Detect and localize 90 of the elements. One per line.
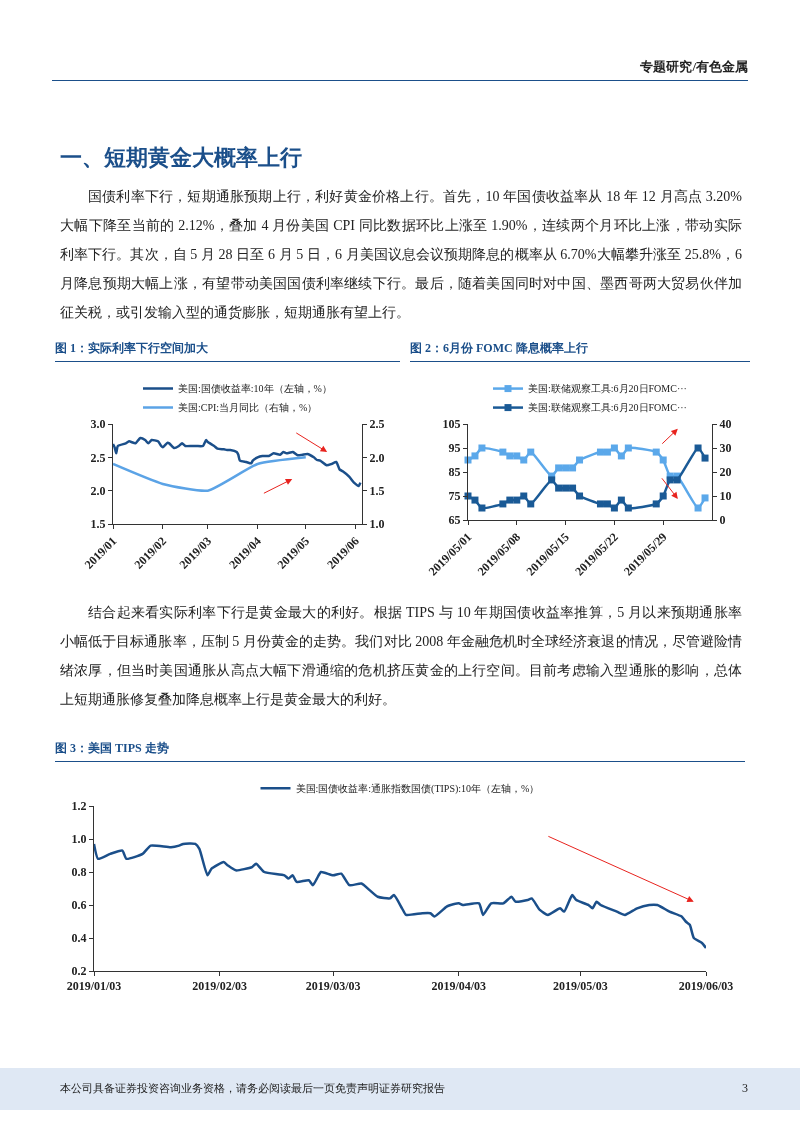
point — [527, 448, 535, 456]
point — [603, 500, 611, 508]
point — [610, 504, 618, 512]
point — [610, 444, 618, 452]
legend-label: 美国:CPI:当月同比（右轴，%） — [178, 402, 318, 414]
point — [562, 484, 570, 492]
line-series — [113, 456, 308, 493]
y2-tick-label: 2.0 — [369, 450, 385, 465]
x-tick-label: 2019/05/03 — [553, 979, 608, 994]
text: 结合起来看实际利率下行是黄金最大的利好。根据 TIPS 与 10 年期国债收益率推算，5 月以来预期通胀率小幅低于目标通胀率，压制 5 月份黄金的走势。我们对比 2008 年金融危机时全球经济衰退的情况，尽管避险情绪浓厚，但当时美国通胀从高点大幅下滑通缩的危机挤压黄金的上行空间。目前考虑输入型通胀的影响，总体上短期通胀修复叠加降息概率上行是黄金最大的利好。 — [60, 604, 742, 709]
x-tick-label: 2019/03/03 — [305, 979, 361, 994]
x-tick-label: 2019/01/03 — [66, 979, 122, 994]
text: 专题研究/有色金属 — [640, 58, 748, 76]
x-tick-label: 2019/04/03 — [431, 979, 487, 994]
chart-title: 图 1：实际利率下行空间加大 — [55, 340, 400, 362]
legend-label: 美国:国债收益率:10年（左轴，%） — [178, 383, 332, 395]
point — [673, 476, 681, 484]
point — [603, 448, 611, 456]
point — [652, 500, 660, 508]
point — [527, 500, 535, 508]
point — [520, 456, 528, 464]
y-tick-label: 2.5 — [90, 450, 106, 465]
point — [471, 496, 479, 504]
y2-tick-label: 1.5 — [369, 483, 385, 498]
point — [506, 452, 514, 460]
point — [596, 500, 604, 508]
point — [555, 464, 563, 472]
y-tick-label: 1.0 — [71, 832, 87, 847]
point — [555, 484, 563, 492]
point — [596, 448, 604, 456]
point — [617, 496, 625, 504]
point — [471, 452, 479, 460]
point — [520, 492, 528, 500]
point — [666, 476, 674, 484]
point — [617, 452, 625, 460]
point — [694, 504, 702, 512]
point — [506, 496, 514, 504]
y-tick-label: 2.0 — [90, 483, 106, 498]
point — [624, 444, 632, 452]
y-tick-label: 105 — [442, 417, 461, 432]
point — [478, 504, 486, 512]
point — [513, 496, 521, 504]
point — [576, 456, 584, 464]
chart-title: 图 2：6月份 FOMC 降息概率上行 — [410, 340, 750, 362]
line-series — [94, 842, 706, 950]
point — [562, 464, 570, 472]
text: 3 — [742, 1081, 748, 1096]
point — [659, 456, 667, 464]
point — [694, 444, 702, 452]
y-tick-label: 0.2 — [71, 964, 87, 979]
y-tick-label: 65 — [448, 513, 461, 528]
point — [569, 464, 577, 472]
y-tick-label: 0.8 — [71, 865, 87, 880]
point — [576, 492, 584, 500]
point — [624, 504, 632, 512]
point — [652, 448, 660, 456]
chart-title: 图 3：美国 TIPS 走势 — [55, 740, 745, 762]
legend-label: 美国:联储观察工具:6月20日FOMC··· — [528, 383, 687, 395]
y-tick-label: 1.5 — [90, 517, 106, 532]
y2-tick-label: 20 — [719, 465, 732, 480]
point — [701, 494, 709, 502]
y2-tick-label: 40 — [719, 417, 732, 432]
y-tick-label: 3.0 — [90, 417, 106, 432]
y-tick-label: 95 — [448, 441, 461, 456]
text: 本公司具备证券投资咨询业务资格，请务必阅读最后一页免责声明证券研究报告 — [60, 1081, 445, 1096]
y-tick-label: 0.4 — [71, 931, 87, 946]
line-series — [113, 436, 362, 488]
point — [569, 484, 577, 492]
y2-tick-label: 10 — [719, 489, 732, 504]
legend-label: 美国:国债收益率:通胀指数国债(TIPS):10年（左轴，%） — [295, 783, 540, 796]
y2-tick-label: 1.0 — [369, 517, 385, 532]
point — [499, 448, 507, 456]
point — [513, 452, 521, 460]
y2-tick-label: 2.5 — [369, 417, 385, 432]
legend-label: 美国:联储观察工具:6月20日FOMC··· — [528, 402, 687, 414]
point — [478, 444, 486, 452]
point — [548, 476, 556, 484]
y2-tick-label: 30 — [719, 441, 732, 456]
point — [659, 492, 667, 500]
y-tick-label: 1.2 — [71, 799, 87, 814]
point — [499, 500, 507, 508]
x-tick-label: 2019/06/03 — [678, 979, 734, 994]
y-tick-label: 85 — [448, 465, 461, 480]
y-tick-label: 0.6 — [71, 898, 87, 913]
y-tick-label: 75 — [448, 489, 461, 504]
point — [701, 454, 709, 462]
text: 一、短期黄金大概率上行 — [60, 144, 302, 172]
y2-tick-label: 0 — [719, 513, 726, 528]
text: 国债利率下行，短期通胀预期上行，利好黄金价格上行。首先，10 年国债收益率从 18 年 12 月高点 3.20%大幅下降至当前的 2.12%，叠加 4 月份美国 CPI 同比数据环比上涨至 1.90%，连续两个月环比上涨，带动实际利率下行。其次，自 5 月 28 日至 6 月 5 日，6 月美国议息会议预期降息的概率从 6.70%大幅攀升涨至 25.8%，6 月降息预期大幅上涨，有望带动美国国债利率继续下行。最后，随着美国同时对中国、墨西哥两大贸易伙伴加征关税，或引发输入型的通货膨胀，短期通胀有望上行。 — [60, 188, 742, 322]
x-tick-label: 2019/02/03 — [192, 979, 247, 994]
